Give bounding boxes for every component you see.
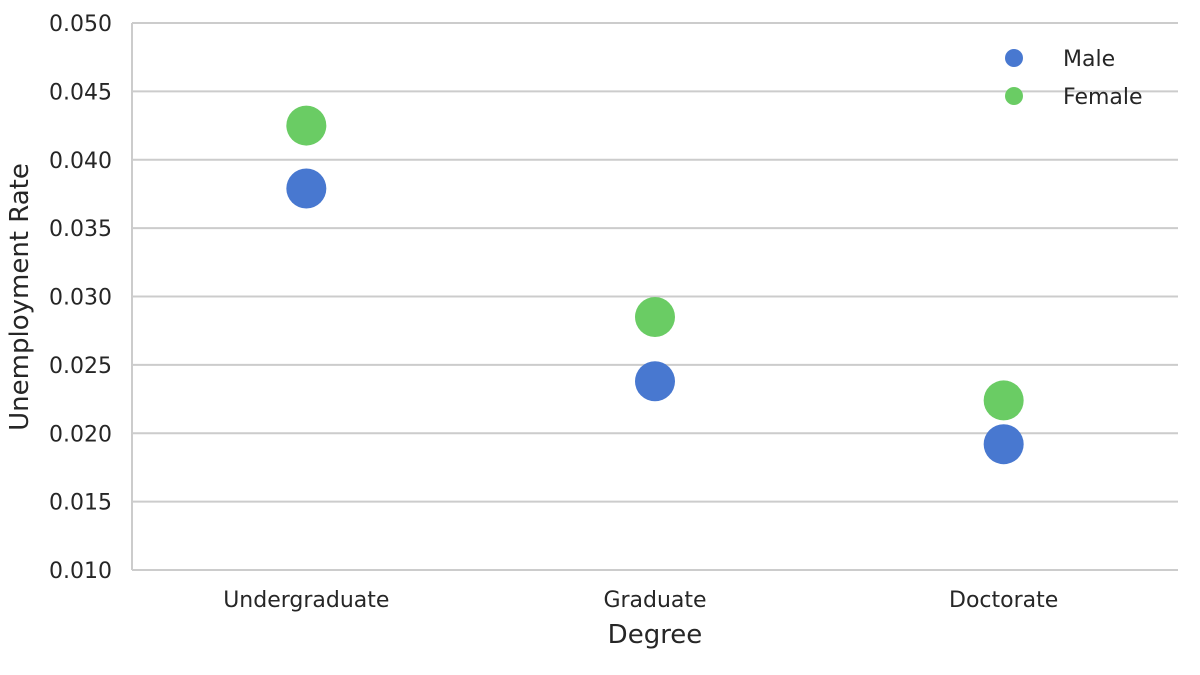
data-points (286, 105, 1024, 465)
legend-label-female: Female (1063, 85, 1143, 110)
y-tick-label: 0.010 (49, 559, 112, 584)
legend-marker-female (1005, 87, 1023, 105)
y-tick-labels: 0.010 0.015 0.020 0.025 0.030 0.035 0.040 0.045… (49, 12, 112, 584)
point-female-doctorate (983, 380, 1024, 421)
point-male-doctorate (983, 424, 1024, 465)
point-male-graduate (635, 361, 675, 402)
legend: Male Female (1005, 47, 1143, 110)
y-tick-label: 0.035 (49, 217, 112, 242)
y-tick-label: 0.040 (49, 149, 112, 174)
y-tick-label: 0.020 (49, 422, 112, 447)
legend-marker-male (1005, 49, 1023, 67)
y-tick-label: 0.015 (49, 491, 112, 516)
x-tick-label: Graduate (603, 588, 706, 613)
x-axis-label: Degree (608, 620, 703, 650)
gridlines (132, 22, 1178, 571)
x-tick-label: Undergraduate (223, 588, 389, 613)
x-tick-label: Doctorate (949, 588, 1058, 613)
y-tick-label: 0.025 (49, 354, 112, 379)
y-tick-label: 0.045 (49, 80, 112, 105)
axes-spines (131, 23, 1178, 571)
y-tick-label: 0.030 (49, 286, 112, 311)
y-axis-label: Unemployment Rate (5, 163, 35, 431)
point-female-undergraduate (286, 105, 327, 146)
y-tick-label: 0.050 (49, 12, 112, 37)
point-male-undergraduate (286, 168, 327, 209)
point-female-graduate (635, 297, 675, 338)
legend-label-male: Male (1063, 47, 1115, 72)
x-tick-labels: Undergraduate Graduate Doctorate (223, 588, 1058, 613)
